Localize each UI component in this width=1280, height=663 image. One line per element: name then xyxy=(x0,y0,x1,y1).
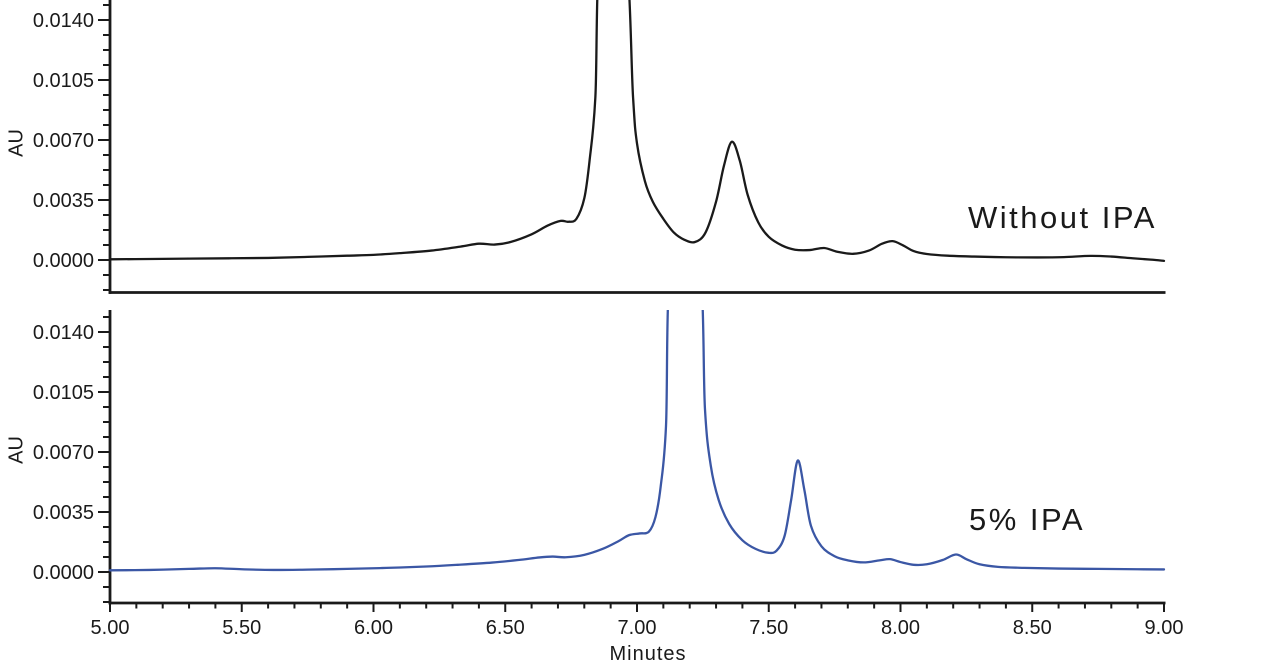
x-tick-label: 6.50 xyxy=(486,617,525,639)
x-tick-label: 5.00 xyxy=(91,617,130,639)
x-tick-label: 7.00 xyxy=(618,617,657,639)
panel-5pct-ipa: 0.0000 0.0035 0.0070 0.0105 0.0140 5.00 5.50 6.… xyxy=(33,310,1184,639)
x-tick-label: 8.00 xyxy=(881,617,920,639)
x-tick-label: 7.50 xyxy=(749,617,788,639)
y-tick-label: 0.0070 xyxy=(33,130,94,152)
y-tick-label: 0.0140 xyxy=(33,10,94,32)
x-axis-title: Minutes xyxy=(609,643,687,663)
y-tick-label: 0.0000 xyxy=(33,562,94,584)
y-axis-title-bottom: AU xyxy=(5,436,28,464)
x-tick-label: 5.50 xyxy=(222,617,261,639)
annotation-without-ipa: Without IPA xyxy=(968,200,1157,235)
y-tick-label: 0.0140 xyxy=(33,322,94,344)
x-tick-label: 6.00 xyxy=(354,617,393,639)
y-tick-label: 0.0105 xyxy=(33,382,94,404)
panel-without-ipa: 0.0000 0.0035 0.0070 0.0105 0.0140 xyxy=(33,0,1166,294)
trace-without-ipa xyxy=(108,0,1166,263)
y-tick-label: 0.0035 xyxy=(33,190,94,212)
y-tick-label: 0.0105 xyxy=(33,70,94,92)
y-tick-label: 0.0000 xyxy=(33,250,94,272)
y-axis-title-top: AU xyxy=(5,129,28,157)
x-tick-label: 8.50 xyxy=(1013,617,1052,639)
annotation-5pct-ipa: 5% IPA xyxy=(969,502,1086,537)
y-tick-label: 0.0035 xyxy=(33,502,94,524)
x-tick-label: 9.00 xyxy=(1145,617,1184,639)
trace-5pct-ipa xyxy=(108,310,1166,572)
y-tick-label: 0.0070 xyxy=(33,442,94,464)
